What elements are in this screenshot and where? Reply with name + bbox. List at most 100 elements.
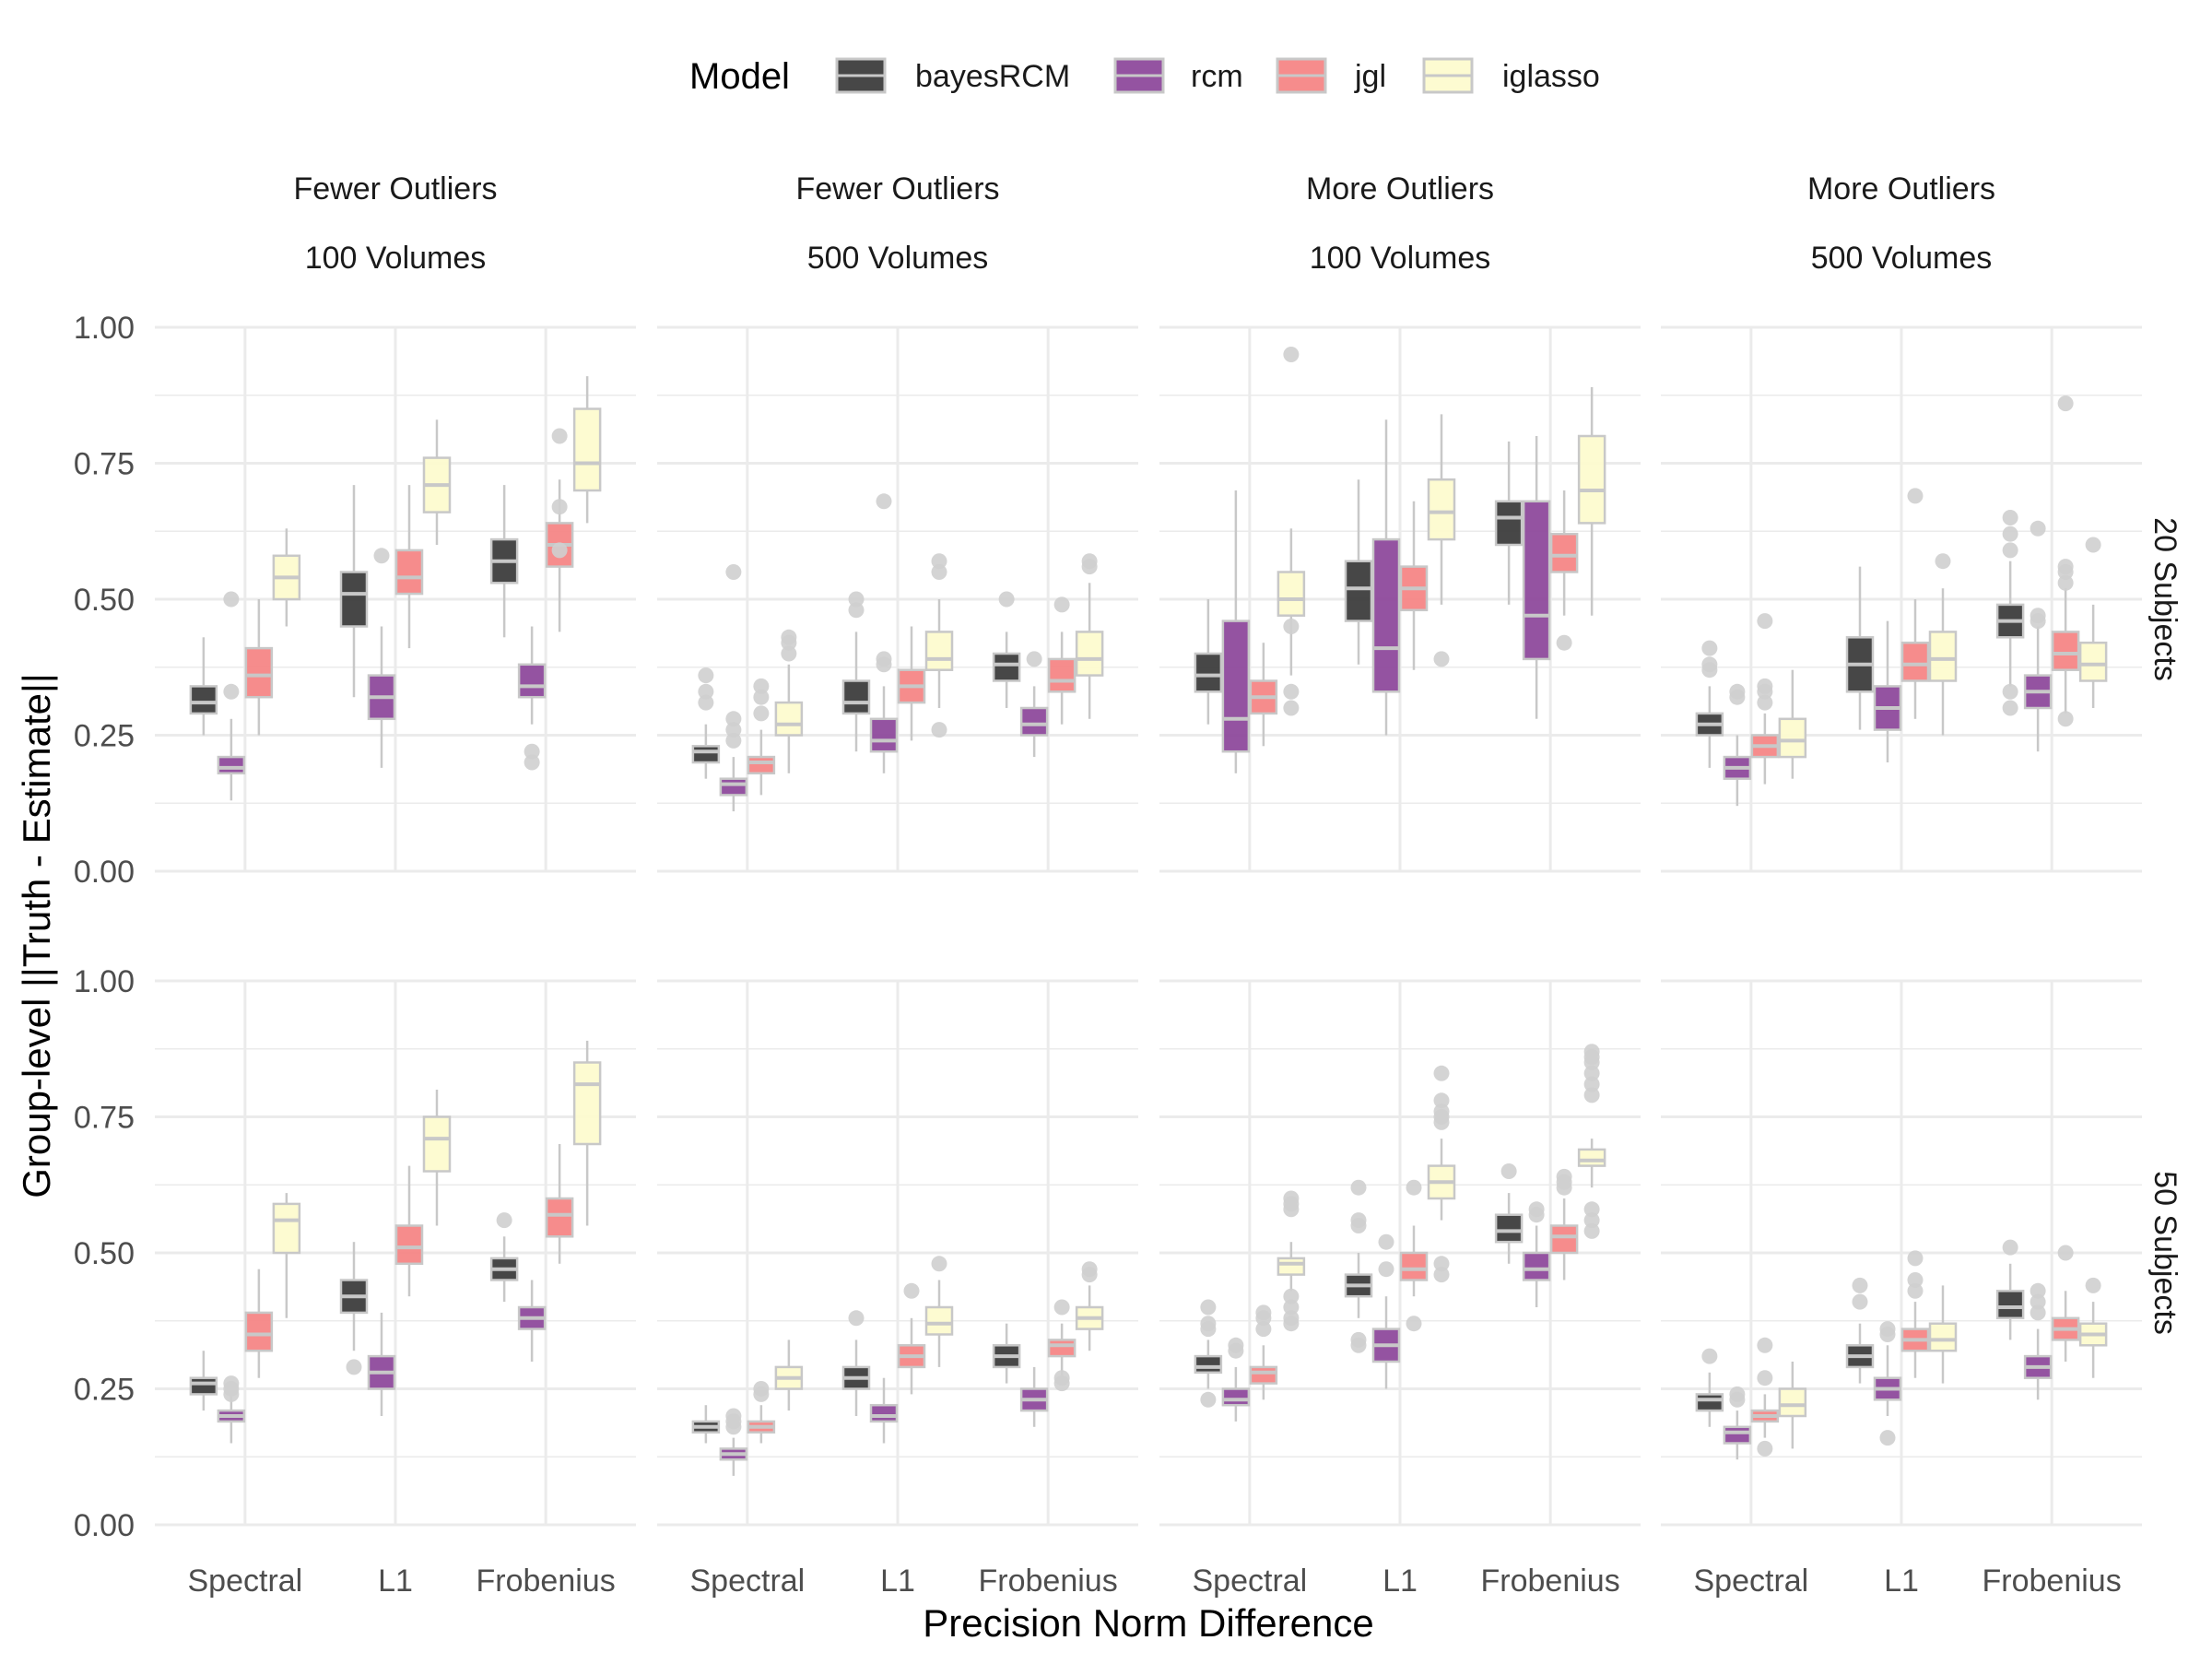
box-spectral-iglasso [272,1193,301,1318]
outlier-point [1935,553,1951,570]
box-frobenius-rcm [1522,436,1551,719]
x-tick-label: Frobenius [979,1564,1118,1599]
outlier-point [1433,1092,1450,1109]
outlier-point [876,656,892,673]
box-spectral-jgl [1750,613,1780,785]
box-iqr [2078,641,2108,682]
box-iqr [394,549,424,596]
box-frobenius-bayesrcm [489,485,519,638]
x-tick-label: Frobenius [1983,1564,2122,1599]
outlier-point [1583,1055,1600,1070]
box-iqr [869,1403,899,1423]
box-frobenius-rcm [517,1280,547,1362]
panel-50-subjects-1 [155,979,636,1527]
box-spectral-jgl [747,678,776,796]
outlier-point [2085,1277,2101,1293]
outlier-point [1378,1261,1394,1278]
outlier-point [1283,1316,1300,1332]
outlier-point [1200,1391,1217,1408]
x-tick-label: Spectral [690,1564,806,1599]
outlier-point [2085,537,2101,553]
outlier-point [698,683,714,700]
box-l1-iglasso [1928,553,1958,736]
y-tick-label: 0.75 [74,1101,135,1136]
box-spectral-jgl [1249,643,1278,747]
outlier-point [2002,1239,2018,1256]
box-spectral-rcm [1723,683,1752,807]
outlier-point [698,694,714,711]
column-strip-line1: Fewer Outliers [293,171,497,207]
column-strip-line2: 100 Volumes [305,241,487,276]
outlier-point [753,689,770,705]
box-iqr [1221,1387,1251,1407]
box-iqr [774,701,804,737]
box-iqr [1427,478,1456,541]
outlier-point [1583,1087,1600,1103]
box-spectral-bayesrcm [1695,1348,1724,1427]
outlier-point [1053,596,1070,613]
outlier-point [1081,1267,1098,1283]
outlier-point [2030,1293,2046,1310]
box-l1-jgl [1900,488,1930,719]
outlier-point [373,548,390,564]
box-iqr [1928,1322,1958,1352]
box-iqr [1075,631,1104,677]
x-tick-label: Spectral [188,1564,303,1599]
box-l1-rcm [1371,1233,1401,1389]
box-iqr [1695,1393,1724,1412]
box-frobenius-iglasso [1577,1044,1606,1239]
box-frobenius-rcm [2023,1282,2053,1400]
outlier-point [1879,1327,1896,1342]
box-l1-bayesrcm [1845,566,1875,730]
row-strip-label: 20 Subjects [2147,517,2183,681]
box-l1-bayesrcm [339,1242,369,1375]
box-iqr [841,679,871,715]
outlier-point [1283,1299,1300,1316]
box-iqr [1928,631,1958,682]
box-l1-iglasso [422,1090,452,1226]
box-l1-jgl [897,626,926,741]
outlier-point [1433,1267,1450,1283]
panel-50-subjects-3 [1159,979,1641,1527]
box-iqr [1019,706,1049,737]
outlier-point [876,493,892,510]
outlier-point [1852,1277,1868,1293]
box-spectral-iglasso [1778,1362,1807,1449]
column-strip-line1: More Outliers [1807,171,1995,207]
outlier-point [1433,1114,1450,1130]
outlier-point [1729,1391,1746,1408]
box-iqr [924,631,954,671]
box-iqr [869,717,899,753]
panels [155,325,2142,1527]
y-tick-label: 0.00 [74,1508,135,1543]
box-spectral-rcm [1221,490,1251,773]
outlier-point [1283,683,1300,700]
outlier-point [1852,1293,1868,1310]
box-iqr [1522,500,1551,661]
outlier-point [1583,1076,1600,1092]
box-iqr [747,755,776,775]
box-iqr [1577,1148,1606,1167]
y-axis-title: Group-level ||Truth - Estimate|| [15,673,58,1198]
x-tick-label: L1 [1884,1564,1919,1599]
outlier-point [1283,700,1300,716]
box-iqr [244,1311,274,1352]
outlier-point [2057,564,2074,580]
outlier-point [1406,1179,1422,1196]
outlier-point [1907,1250,1924,1267]
outlier-point [931,564,947,580]
y-tick-label: 0.25 [74,1373,135,1408]
box-iqr [1221,620,1251,753]
box-iqr [1371,537,1401,693]
box-iqr [422,1115,452,1173]
x-axis-title: Precision Norm Difference [923,1601,1373,1645]
box-spectral-jgl [1249,1304,1278,1400]
box-iqr [1900,641,1930,682]
outlier-point [781,645,797,662]
outlier-point [2057,395,2074,412]
box-l1-jgl [1900,1250,1930,1378]
outlier-point [1228,1342,1244,1359]
outlier-point [1200,1299,1217,1316]
legend-title: Model [689,56,790,97]
box-iqr [691,745,721,764]
